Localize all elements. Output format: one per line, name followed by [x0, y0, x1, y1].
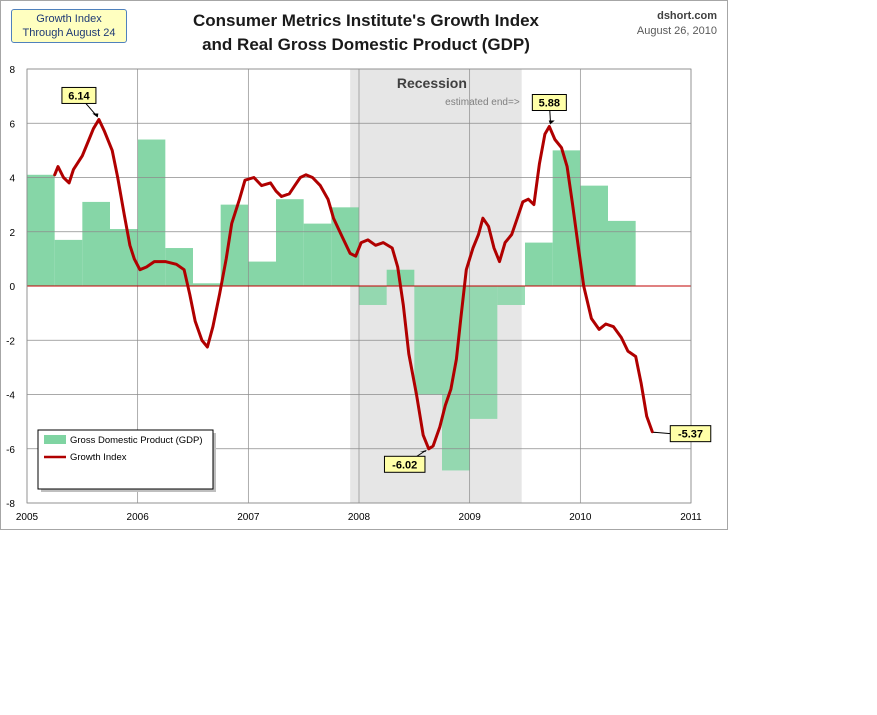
- y-tick-label: -8: [6, 499, 15, 510]
- gdp-bar: [193, 283, 221, 286]
- y-tick-label: -6: [6, 445, 15, 456]
- gdp-bar: [497, 286, 525, 305]
- x-tick-label: 2006: [127, 512, 150, 523]
- chart-title: Consumer Metrics Institute's Growth Inde…: [151, 9, 581, 57]
- callout-arrowhead: [419, 450, 427, 452]
- x-tick-label: 2011: [680, 512, 702, 523]
- y-tick-label: 2: [9, 228, 15, 239]
- callout-box: [669, 425, 712, 443]
- legend-swatch-gdp: [44, 435, 66, 444]
- data-callout: -6.02: [383, 450, 427, 473]
- legend-label-gdp: Gross Domestic Product (GDP): [70, 435, 203, 446]
- x-tick-label: 2010: [569, 512, 592, 523]
- legend-box: [37, 429, 214, 490]
- gdp-bar: [303, 223, 332, 286]
- recession-end-note: estimated end=>: [445, 97, 520, 108]
- gdp-bar: [54, 239, 83, 286]
- callout-label: 5.88: [539, 98, 560, 110]
- title-line-1: Consumer Metrics Institute's Growth Inde…: [193, 11, 539, 30]
- callout-arrowhead: [548, 120, 555, 125]
- growth-index-line: [53, 118, 654, 451]
- title-line-2: and Real Gross Domestic Product (GDP): [202, 35, 530, 54]
- chart-frame: 8 6 4 2 0 -2 -4 -6 -8 2005 2006 2007 2008 2009 2010 201…: [0, 0, 728, 530]
- callout-arrow: [654, 431, 671, 435]
- gdp-series: [27, 139, 636, 471]
- x-tick-label: 2007: [237, 512, 260, 523]
- source-site: dshort.com: [657, 10, 717, 22]
- callout-arrowhead: [652, 432, 659, 433]
- x-tick-label: 2009: [459, 512, 482, 523]
- x-tick-label: 2008: [348, 512, 371, 523]
- callout-label: -5.37: [678, 429, 703, 441]
- gdp-bar: [276, 199, 304, 286]
- legend-label-growth: Growth Index: [70, 452, 127, 463]
- callout-label: 6.14: [68, 90, 90, 102]
- y-tick-label: 4: [9, 174, 15, 185]
- data-callout: 6.14: [61, 86, 99, 118]
- gdp-bar: [359, 286, 387, 305]
- gdp-bar: [469, 286, 498, 419]
- gdp-bar: [82, 201, 110, 286]
- y-tick-label: -4: [6, 391, 15, 402]
- gdp-bar: [608, 220, 636, 286]
- gdp-bar: [248, 261, 276, 286]
- callout-label: -6.02: [392, 459, 417, 471]
- gdp-bar: [580, 185, 608, 286]
- data-callout: -5.37: [652, 425, 712, 443]
- callout-arrowhead: [92, 113, 99, 118]
- gdp-bar: [442, 286, 470, 471]
- date-badge: Growth Index Through August 24: [11, 9, 127, 43]
- y-tick-label: -2: [6, 336, 15, 347]
- badge-line-2: Through August 24: [22, 27, 116, 39]
- source-credit: dshort.com August 26, 2010: [637, 9, 717, 39]
- callout-box: [61, 86, 97, 104]
- y-tick-label: 0: [9, 282, 15, 293]
- badge-line-1: Growth Index: [36, 13, 102, 25]
- callout-box: [383, 455, 426, 473]
- legend: Gross Domestic Product (GDP) Growth Index: [37, 429, 216, 492]
- callout-box: [531, 94, 567, 112]
- gdp-bar: [525, 242, 553, 286]
- data-callout: 5.88: [531, 94, 567, 125]
- y-tick-label: 6: [9, 119, 15, 130]
- x-tick-label: 2005: [16, 512, 39, 523]
- y-tick-label: 8: [9, 65, 15, 76]
- recession-label: Recession: [397, 75, 467, 91]
- source-date: August 26, 2010: [636, 25, 717, 37]
- plot-border: [26, 68, 692, 504]
- gdp-bar: [27, 174, 55, 286]
